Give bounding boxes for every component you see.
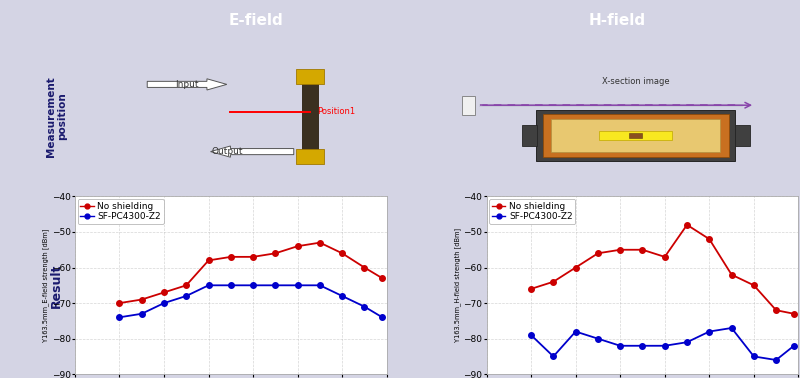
FancyArrow shape [210,146,294,157]
Text: E-field: E-field [228,12,283,28]
Legend: No shielding, SF-PC4300-Z2: No shielding, SF-PC4300-Z2 [490,199,575,224]
Bar [296,69,324,84]
Legend: No shielding, SF-PC4300-Z2: No shielding, SF-PC4300-Z2 [78,199,164,224]
Bar [296,149,324,164]
Text: Result: Result [50,263,63,307]
Text: H-field: H-field [589,12,646,28]
Text: X-section image: X-section image [602,77,670,86]
Bar [302,75,318,158]
Bar [522,125,537,146]
Bar [735,125,750,146]
Bar [599,131,672,140]
Bar [542,115,729,157]
Bar [462,96,474,115]
Text: Input: Input [175,80,198,89]
Text: Measurement
position: Measurement position [46,76,67,157]
Bar [629,133,642,138]
Bar [551,119,720,152]
Text: Output: Output [211,147,242,156]
Text: Position1: Position1 [318,107,355,116]
Bar [536,110,735,161]
Y-axis label: Y163.5mm_H-field strength [dBm]: Y163.5mm_H-field strength [dBm] [454,228,461,342]
Y-axis label: Y163.5mm_E-field strength [dBm]: Y163.5mm_E-field strength [dBm] [42,229,49,342]
FancyArrow shape [147,79,227,90]
